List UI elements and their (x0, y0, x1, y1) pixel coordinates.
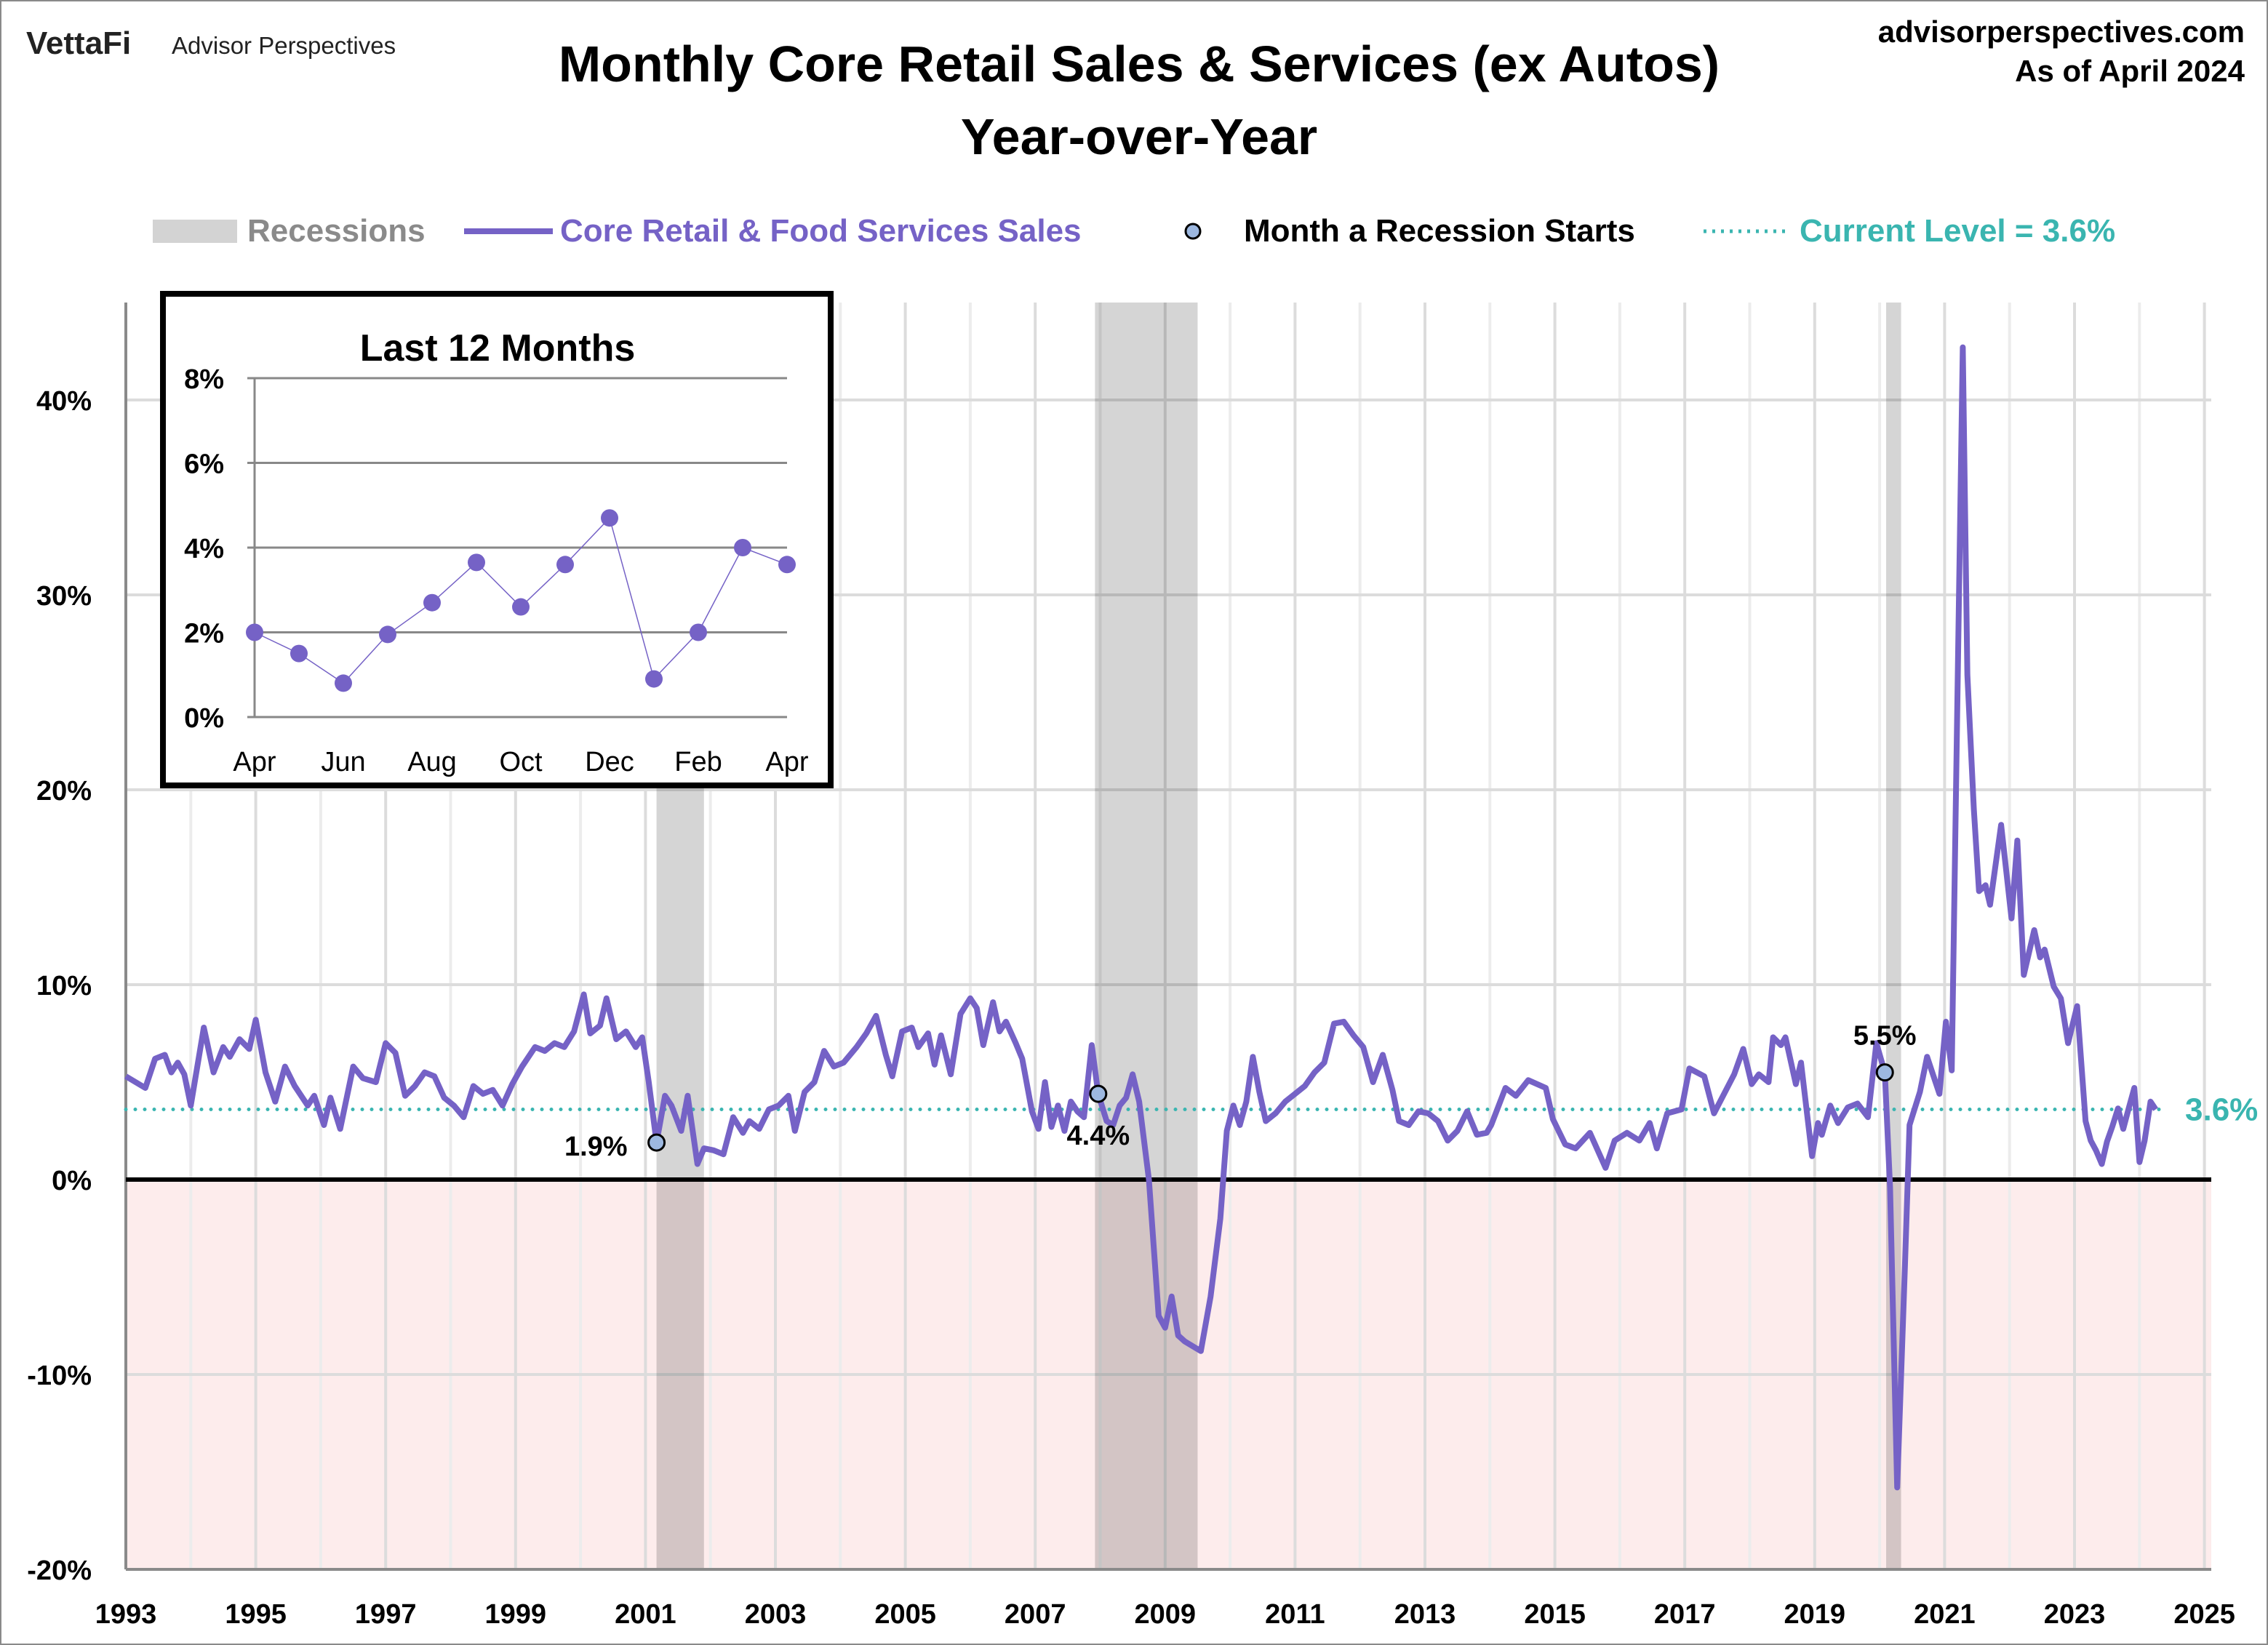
y-tick-label: 20% (36, 776, 92, 807)
recession-start-marker (1089, 1084, 1108, 1103)
inset-point-apr (246, 623, 263, 641)
recession-start-markers: 1.9% 4.4% 5.5% (564, 1021, 1917, 1162)
inset-x-tick-label: Apr (233, 747, 276, 777)
current-level-label: 3.6% (2185, 1092, 2258, 1128)
recession-band (1095, 303, 1198, 1569)
inset-point-jan (645, 670, 663, 688)
x-tick-label: 2025 (2173, 1599, 2235, 1630)
inset-point-jun (335, 674, 352, 692)
inset-last-12-months: Last 12 Months 0% 2% 4% 6% 8% Apr Jun Aug Oct Dec… (160, 291, 834, 788)
y-tick-label: 0% (52, 1166, 92, 1196)
inset-point-apr (778, 556, 796, 574)
inset-point-oct (512, 598, 530, 616)
x-tick-label: 1999 (485, 1599, 547, 1630)
chart-subtitle: Year-over-Year (961, 108, 1317, 165)
inset-point-sep (468, 553, 485, 572)
inset-x-tick-label: Aug (407, 747, 457, 777)
legend-recessions: Recessions (247, 213, 426, 249)
y-tick-label: -20% (27, 1556, 92, 1586)
inset-point-may (290, 644, 308, 663)
x-tick-label: 2019 (1784, 1599, 1846, 1630)
legend: Recessions Core Retail & Food Services S… (153, 213, 2115, 249)
x-tick-label: 2009 (1135, 1599, 1197, 1630)
x-tick-label: 2017 (1654, 1599, 1716, 1630)
inset-point-mar (734, 539, 751, 556)
x-tick-label: 2023 (2044, 1599, 2106, 1630)
recession-bands (656, 303, 1901, 1569)
recession-start-label: 4.4% (1067, 1121, 1130, 1151)
x-tick-label: 2015 (1524, 1599, 1586, 1630)
inset-series (246, 509, 796, 692)
inset-title: Last 12 Months (360, 327, 636, 369)
y-tick-label: 40% (36, 386, 92, 417)
recession-start-marker (647, 1133, 666, 1152)
inset-x-tick-label: Dec (585, 747, 634, 777)
inset-y-tick-label: 2% (184, 619, 224, 649)
y-tick-label: 30% (36, 581, 92, 612)
inset-x-tick-label: Oct (499, 747, 543, 777)
series-line (124, 344, 2158, 1491)
logo-vettafi: VettaFi (26, 25, 131, 61)
series-line-group: 3.6% (124, 344, 2258, 1491)
x-tick-label: 2005 (874, 1599, 936, 1630)
inset-point-feb (690, 623, 707, 641)
inset-point-jul (379, 625, 396, 644)
x-tick-label: 1997 (355, 1599, 417, 1630)
axes: 40% 30% 20% 10% 0% -10% -20%1993 1995 1997 1999 20… (27, 303, 2235, 1630)
inset-y-tick-label: 4% (184, 534, 224, 564)
recession-start-marker (1875, 1063, 1894, 1082)
x-tick-label: 1993 (95, 1599, 157, 1630)
recession-start-label: 5.5% (1853, 1021, 1917, 1052)
x-tick-label: 2013 (1394, 1599, 1456, 1630)
as-of-date: As of April 2024 (2015, 54, 2245, 88)
inset-frame (160, 291, 834, 788)
inset-x-tick-label: Feb (674, 747, 722, 777)
legend-recession-swatch (153, 220, 237, 243)
site-url: advisorperspectives.com (1878, 15, 2245, 49)
y-tick-label: -10% (27, 1361, 92, 1391)
legend-recession-start: Month a Recession Starts (1244, 213, 1635, 249)
y-tick-label: 10% (36, 971, 92, 1001)
x-tick-label: 2003 (745, 1599, 807, 1630)
inset-gridlines: 0% 2% 4% 6% 8% Apr Jun Aug Oct Dec Feb Apr (184, 364, 809, 777)
inset-point-dec (601, 509, 618, 527)
x-tick-label: 2001 (615, 1599, 676, 1630)
legend-marker-swatch (1184, 223, 1202, 240)
inset-x-tick-label: Apr (765, 747, 808, 777)
x-tick-label: 2007 (1005, 1599, 1066, 1630)
logo-advisor-perspectives: Advisor Perspectives (172, 32, 396, 59)
inset-y-tick-label: 0% (184, 703, 224, 734)
inset-point-aug (423, 593, 441, 612)
inset-y-tick-label: 6% (184, 449, 224, 480)
legend-current-level: Current Level = 3.6% (1800, 213, 2115, 249)
x-tick-label: 2021 (1914, 1599, 1976, 1630)
legend-series: Core Retail & Food Services Sales (560, 213, 1082, 249)
inset-y-tick-label: 8% (184, 364, 224, 395)
inset-x-tick-label: Jun (321, 747, 365, 777)
x-tick-label: 1995 (225, 1599, 287, 1630)
recession-start-label: 1.9% (564, 1132, 628, 1162)
x-tick-label: 2011 (1265, 1599, 1325, 1630)
inset-point-nov (556, 556, 574, 574)
chart-title: Monthly Core Retail Sales & Services (ex… (559, 36, 1720, 92)
